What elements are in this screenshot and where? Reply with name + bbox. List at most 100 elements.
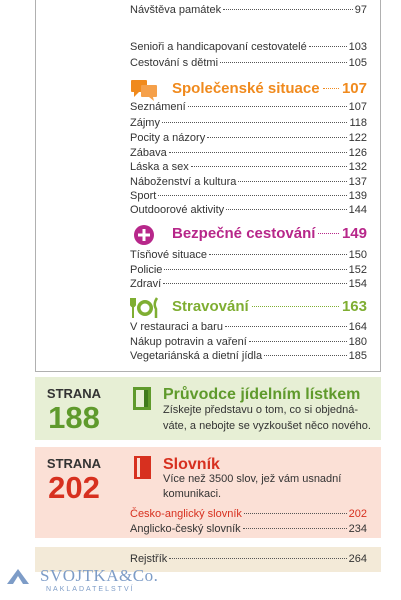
dot-leader bbox=[248, 341, 347, 342]
entry-page: 234 bbox=[348, 523, 367, 535]
publisher-subtitle: NAKLADATELSTVÍ bbox=[46, 586, 135, 593]
toc-entry: Vegetariánská a dietní jídla 185 bbox=[130, 349, 367, 363]
dot-leader bbox=[322, 88, 339, 89]
entry-page: 164 bbox=[348, 321, 367, 333]
toc-entry: V restauraci a baru 164 bbox=[130, 320, 367, 334]
entry-page: 103 bbox=[348, 41, 367, 53]
entry-label: Outdoorové aktivity bbox=[130, 204, 225, 216]
dot-leader bbox=[209, 254, 347, 255]
dot-leader bbox=[164, 269, 347, 270]
entry-page: 132 bbox=[348, 161, 367, 173]
entry-label: Cestování s dětmi bbox=[130, 57, 219, 69]
entry-label: Zdraví bbox=[130, 278, 162, 290]
toc-entry: Senioři a handicapovaní cestovatelé 103 bbox=[130, 40, 367, 54]
section-title: Bezpečné cestování bbox=[172, 225, 316, 242]
entry-page: 202 bbox=[348, 508, 367, 520]
entry-page: 180 bbox=[348, 336, 367, 348]
toc-entry: Tísňové situace 150 bbox=[130, 248, 367, 262]
entry-label: Nákup potravin a vaření bbox=[130, 336, 247, 348]
entry-label: Policie bbox=[130, 264, 163, 276]
entry-label: Česko-anglický slovník bbox=[130, 508, 242, 520]
entry-page: 105 bbox=[348, 57, 367, 69]
social-icon bbox=[131, 80, 157, 101]
publisher-logo-mark bbox=[7, 569, 29, 584]
dot-leader bbox=[224, 326, 347, 327]
safety-icon bbox=[134, 225, 154, 245]
entry-page: 122 bbox=[348, 132, 367, 144]
entry-page: 150 bbox=[348, 249, 367, 261]
dictionary-box bbox=[35, 447, 381, 538]
publisher-name: SVOJTKA&Co. bbox=[40, 566, 159, 585]
toc-entry: Outdoorové aktivity 144 bbox=[130, 203, 367, 217]
entry-page: 185 bbox=[348, 350, 367, 362]
dot-leader bbox=[243, 513, 347, 514]
dot-leader bbox=[223, 9, 353, 10]
dot-leader bbox=[308, 46, 347, 47]
dot-leader bbox=[169, 558, 347, 559]
feature-text: komunikaci. bbox=[163, 488, 222, 500]
toc-entry: Návštěva památek 97 bbox=[130, 3, 367, 17]
section-heading: Bezpečné cestování 149 bbox=[172, 225, 367, 242]
section-page: 107 bbox=[341, 80, 367, 97]
menu-icon bbox=[133, 387, 151, 410]
feature-title: Slovník bbox=[163, 456, 220, 473]
index-box bbox=[35, 547, 381, 572]
dot-leader bbox=[318, 233, 339, 234]
feature-text: váte, a nebojte se vyzkoušet něco nového… bbox=[163, 420, 371, 432]
entry-page: 144 bbox=[348, 204, 367, 216]
entry-label: Seznámení bbox=[130, 101, 186, 113]
dot-leader bbox=[168, 152, 347, 153]
section-page: 163 bbox=[341, 298, 367, 315]
dot-leader bbox=[187, 106, 347, 107]
feature-page: 202 bbox=[48, 470, 100, 505]
toc-entry: Rejstřík 264 bbox=[130, 552, 367, 566]
entry-label: Zájmy bbox=[130, 117, 160, 129]
dot-leader bbox=[190, 166, 347, 167]
entry-label: Láska a sex bbox=[130, 161, 189, 173]
toc-entry: Pocity a názory 122 bbox=[130, 131, 367, 145]
feature-page: 188 bbox=[48, 400, 100, 435]
toc-entry: Nákup potravin a vaření 180 bbox=[130, 335, 367, 349]
entry-label: V restauraci a baru bbox=[130, 321, 223, 333]
menu-guide-box bbox=[35, 377, 381, 440]
toc-entry: Láska a sex 132 bbox=[130, 160, 367, 174]
feature-title: Průvodce jídelním lístkem bbox=[163, 386, 361, 403]
section-title: Stravování bbox=[172, 298, 249, 315]
entry-page: 126 bbox=[348, 147, 367, 159]
section-page: 149 bbox=[341, 225, 367, 242]
entry-label: Návštěva památek bbox=[130, 4, 222, 16]
toc-entry: Seznámení 107 bbox=[130, 100, 367, 114]
entry-label: Senioři a handicapovaní cestovatelé bbox=[130, 41, 307, 53]
entry-label: Pocity a názory bbox=[130, 132, 206, 144]
entry-label: Vegetariánská a dietní jídla bbox=[130, 350, 263, 362]
dot-leader bbox=[163, 283, 347, 284]
feature-label: STRANA bbox=[46, 386, 102, 401]
entry-page: 118 bbox=[349, 117, 367, 129]
entry-label: Rejstřík bbox=[130, 553, 168, 565]
section-title: Společenské situace bbox=[172, 80, 320, 97]
toc-entry: Zdraví 154 bbox=[130, 277, 367, 291]
feature: STRANA 202 Slovník Více než 3500 slov, jež … bbox=[35, 447, 381, 507]
entry-page: 139 bbox=[348, 190, 367, 202]
contents-frame bbox=[35, 0, 381, 372]
dot-leader bbox=[264, 355, 347, 356]
dot-leader bbox=[238, 181, 347, 182]
entry-page: 107 bbox=[348, 101, 367, 113]
toc-entry: Anglicko-český slovník 234 bbox=[130, 522, 367, 536]
entry-label: Sport bbox=[130, 190, 157, 202]
feature-label: STRANA bbox=[46, 456, 102, 471]
toc-entry: Česko-anglický slovník 202 bbox=[130, 507, 367, 521]
dot-leader bbox=[207, 137, 347, 138]
toc-entry: Cestování s dětmi 105 bbox=[130, 56, 367, 70]
dot-leader bbox=[158, 195, 347, 196]
entry-page: 137 bbox=[348, 176, 367, 188]
dot-leader bbox=[220, 62, 347, 63]
entry-label: Anglicko-český slovník bbox=[130, 523, 241, 535]
entry-label: Tísňové situace bbox=[130, 249, 208, 261]
section-heading: Společenské situace 107 bbox=[172, 80, 367, 97]
dot-leader bbox=[161, 122, 348, 123]
toc-entry: Zájmy 118 bbox=[130, 116, 367, 130]
dot-leader bbox=[251, 306, 339, 307]
entry-label: Zábava bbox=[130, 147, 167, 159]
